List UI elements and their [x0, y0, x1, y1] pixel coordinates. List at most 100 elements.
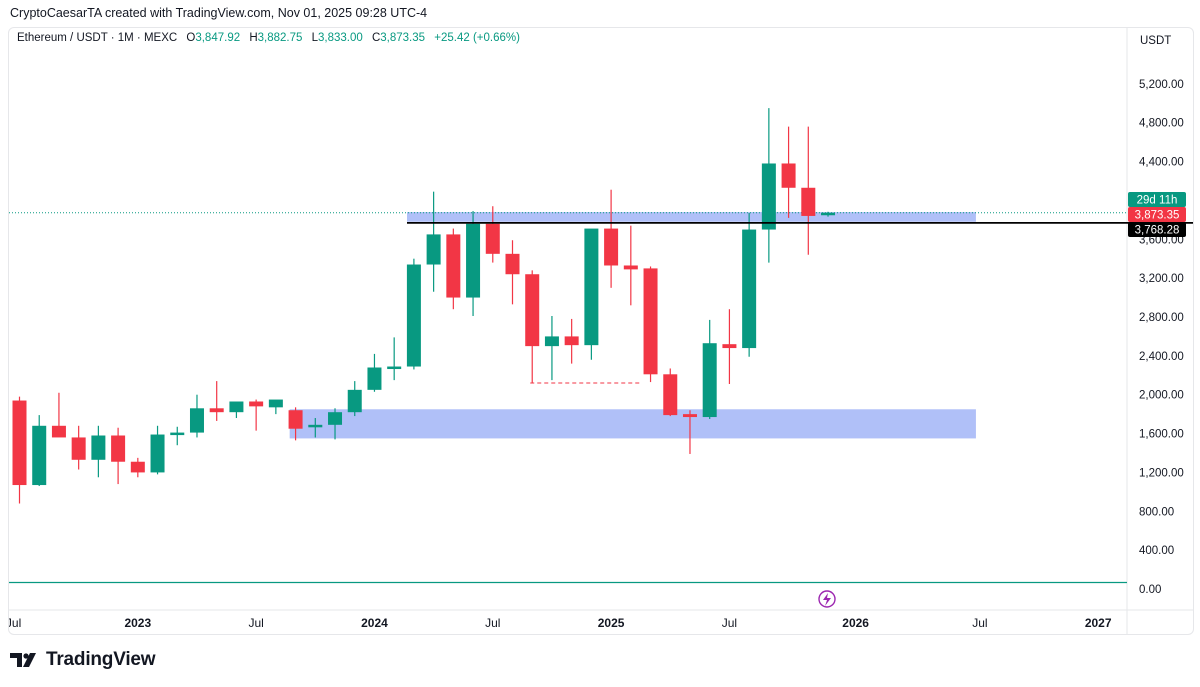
countdown-tag: 29d 11h [1128, 192, 1186, 207]
candle-body [821, 212, 836, 216]
candle-body [367, 367, 382, 390]
open-value: 3,847.92 [195, 32, 241, 44]
footer: TradingView [10, 648, 156, 672]
y-tick-label: 4,400.00 [1139, 157, 1184, 169]
candle-body [604, 228, 619, 266]
candle-15 [308, 418, 323, 438]
x-tick-label: Jul [722, 616, 737, 630]
created-by-label: CryptoCaesarTA created with TradingView.… [10, 6, 428, 20]
candle-27 [544, 316, 559, 381]
candle-16 [328, 408, 343, 440]
candle-8 [170, 426, 185, 446]
candle-40 [801, 126, 816, 255]
x-tick-label: 2027 [1085, 616, 1112, 630]
zone-resistance [406, 212, 976, 222]
candle-21 [426, 191, 441, 292]
event-marker [818, 590, 836, 608]
candle-10 [209, 381, 224, 421]
candle-body [525, 274, 540, 347]
last-price-tag-bg [1128, 207, 1186, 222]
candle-body [91, 435, 106, 460]
x-tick-label: 2025 [598, 616, 625, 630]
y-tick-label: 3,600.00 [1139, 234, 1184, 246]
candle-7 [150, 425, 165, 475]
chart-frame[interactable]: 0.00 400.00 800.00 1,200.00 1,600.00 2,000.00… [8, 27, 1194, 635]
symbol-name: Ethereum / USDT · 1M · MEXC [17, 32, 178, 44]
change-value: +25.42 (+0.66%) [434, 32, 520, 44]
candle-body [466, 223, 481, 298]
lightning-icon [823, 593, 831, 606]
x-tick-label: 2023 [124, 616, 151, 630]
countdown-tag-text: 29d 11h [1137, 195, 1178, 207]
y-tick-label: 5,200.00 [1139, 79, 1184, 91]
candle-33 [663, 368, 678, 417]
candle-36 [722, 309, 737, 385]
y-tick-label: 4,800.00 [1139, 118, 1184, 130]
candle-body [485, 223, 500, 254]
candle-body [328, 412, 343, 425]
resistance-price-tag-text: 3,768.28 [1135, 225, 1180, 237]
candle-body [722, 344, 737, 349]
candle-body [682, 414, 697, 418]
candle-28 [564, 318, 579, 364]
candle-body [663, 374, 678, 416]
candle-body [51, 425, 66, 438]
candle-12 [249, 399, 264, 431]
candle-body [781, 163, 796, 188]
candle-body [189, 408, 204, 433]
candle-body [32, 425, 47, 486]
tradingview-brand: TradingView [46, 649, 156, 670]
candle-body [564, 336, 579, 346]
candle-38 [761, 108, 776, 263]
candle-24 [485, 206, 500, 263]
candle-body [801, 187, 816, 216]
y-tick-label: 400.00 [1139, 545, 1174, 557]
price-chart[interactable]: 0.00 400.00 800.00 1,200.00 1,600.00 2,000.00… [9, 28, 1193, 634]
symbol-legend: Ethereum / USDT · 1M · MEXC O3,847.92 H3… [17, 32, 520, 44]
candle-3 [71, 425, 86, 470]
candle-body [426, 234, 441, 265]
last-price-tag: 3,873.35 [1128, 207, 1186, 222]
low-label: L [311, 32, 318, 44]
candle-body [12, 400, 27, 486]
resistance-price-tag: 3,768.28 [1128, 222, 1186, 237]
candle-22 [446, 228, 461, 310]
candle-body [544, 336, 559, 347]
candle-2 [51, 392, 66, 438]
candle-29 [584, 228, 599, 360]
x-tick-label: Jul [248, 616, 263, 630]
candle-6 [130, 457, 145, 478]
candle-body [130, 461, 145, 473]
candle-body [229, 401, 244, 413]
open-label: O [186, 32, 196, 44]
candle-14 [288, 407, 303, 441]
candle-body [150, 434, 165, 473]
candle-0 [12, 396, 27, 504]
x-tick-label: 2024 [361, 616, 388, 630]
resistance-price-tag-bg [1128, 222, 1186, 237]
candle-17 [347, 381, 362, 417]
candle-13 [268, 399, 283, 415]
close-label: C [371, 32, 381, 44]
candle-30 [604, 189, 619, 288]
y-tick-label: 2,800.00 [1139, 312, 1184, 324]
candle-37 [742, 213, 757, 357]
y-tick-label: 1,200.00 [1139, 467, 1184, 479]
candle-23 [466, 211, 481, 317]
candle-body [347, 389, 362, 413]
candle-body [268, 399, 283, 408]
candle-body [742, 229, 757, 349]
candle-body [406, 264, 421, 367]
y-tick-label: 0.00 [1139, 584, 1161, 596]
candle-35 [702, 319, 717, 419]
y-tick-label: 2,000.00 [1139, 390, 1184, 402]
candle-18 [367, 353, 382, 392]
y-tick-label: 2,400.00 [1139, 351, 1184, 363]
candle-9 [189, 394, 204, 438]
x-tick-label: Jul [9, 616, 21, 630]
candle-41 [821, 211, 836, 217]
x-tick-label: Jul [972, 616, 987, 630]
candle-26 [525, 270, 540, 384]
high-label: H [249, 32, 258, 44]
candle-19 [387, 337, 402, 381]
